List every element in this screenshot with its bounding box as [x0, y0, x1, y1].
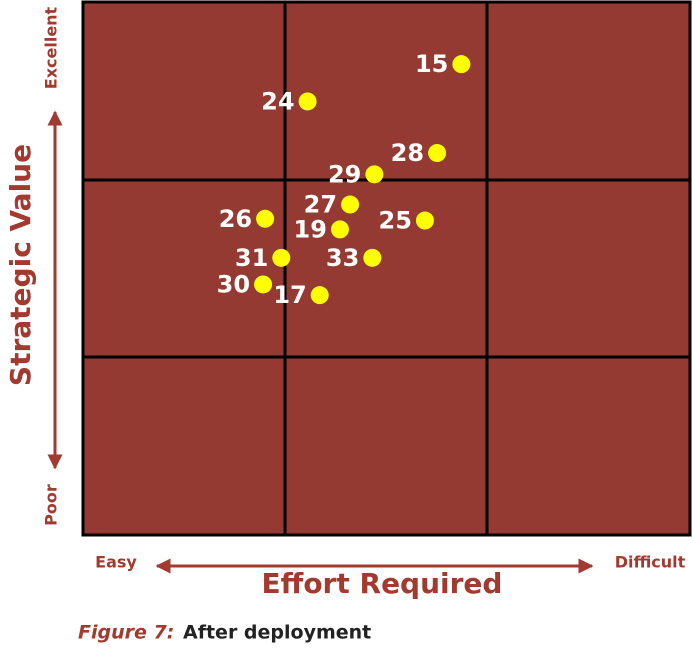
caption-figure: Figure 7:: [78, 622, 174, 644]
point-label: 30: [217, 270, 250, 298]
point: [415, 211, 434, 230]
point: [363, 248, 382, 267]
point-label: 33: [326, 244, 359, 272]
plot-area: [81, 0, 692, 537]
point-label: 27: [304, 191, 337, 219]
point: [256, 209, 275, 228]
point: [254, 275, 273, 294]
point: [428, 144, 447, 163]
x-high-label: Difficult: [615, 553, 686, 572]
x-low-label: Easy: [95, 553, 137, 572]
point-label: 31: [235, 244, 268, 272]
point: [330, 220, 349, 239]
point: [272, 248, 291, 267]
point-label: 17: [273, 281, 306, 309]
point-label: 15: [415, 50, 448, 78]
y-axis-label: Strategic Value: [4, 144, 37, 386]
point-label: 26: [219, 205, 252, 233]
x-axis-label: Effort Required: [262, 567, 503, 600]
y-low-label: Poor: [42, 484, 61, 526]
point-label: 25: [379, 207, 412, 235]
y-high-label: Excellent: [42, 6, 61, 89]
point-label: 29: [328, 160, 361, 188]
point-label: 24: [261, 87, 294, 115]
point: [365, 165, 384, 184]
point: [298, 92, 317, 111]
point-label: 28: [391, 139, 424, 167]
point: [452, 55, 471, 74]
point: [341, 195, 360, 214]
point: [310, 286, 329, 305]
point-label: 19: [294, 215, 327, 243]
matrix-grid: [83, 2, 690, 535]
caption-text: After deployment: [183, 622, 371, 644]
